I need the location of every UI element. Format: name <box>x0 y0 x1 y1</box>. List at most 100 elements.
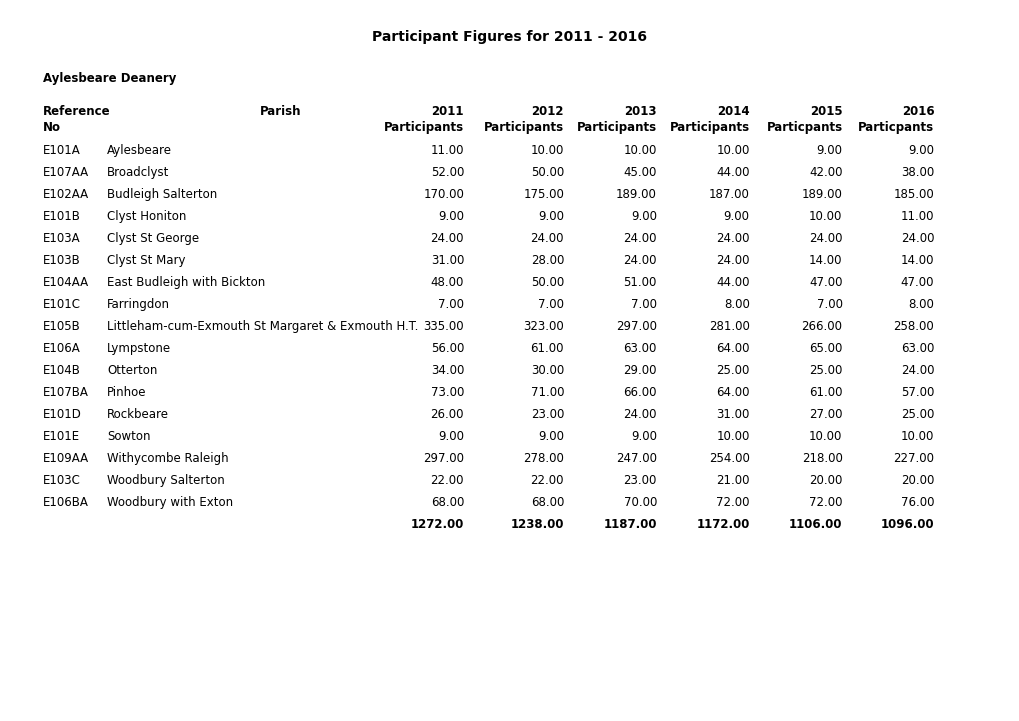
Text: 72.00: 72.00 <box>715 496 749 509</box>
Text: 34.00: 34.00 <box>430 364 464 377</box>
Text: 66.00: 66.00 <box>623 386 656 399</box>
Text: 71.00: 71.00 <box>530 386 564 399</box>
Text: 10.00: 10.00 <box>530 144 564 157</box>
Text: 52.00: 52.00 <box>430 166 464 180</box>
Text: 63.00: 63.00 <box>900 342 933 355</box>
Text: 10.00: 10.00 <box>808 430 842 443</box>
Text: 258.00: 258.00 <box>893 320 933 333</box>
Text: 44.00: 44.00 <box>715 276 749 289</box>
Text: 281.00: 281.00 <box>708 320 749 333</box>
Text: 11.00: 11.00 <box>430 144 464 157</box>
Text: Clyst St Mary: Clyst St Mary <box>107 254 185 267</box>
Text: 10.00: 10.00 <box>715 430 749 443</box>
Text: 10.00: 10.00 <box>900 430 933 443</box>
Text: 68.00: 68.00 <box>530 496 564 509</box>
Text: Parish: Parish <box>260 105 301 118</box>
Text: E106BA: E106BA <box>43 496 89 509</box>
Text: E101B: E101B <box>43 211 81 224</box>
Text: 76.00: 76.00 <box>900 496 933 509</box>
Text: Lympstone: Lympstone <box>107 342 171 355</box>
Text: E109AA: E109AA <box>43 452 89 465</box>
Text: 68.00: 68.00 <box>430 496 464 509</box>
Text: 266.00: 266.00 <box>801 320 842 333</box>
Text: 9.00: 9.00 <box>538 430 564 443</box>
Text: 2016: 2016 <box>901 105 933 118</box>
Text: 63.00: 63.00 <box>623 342 656 355</box>
Text: 24.00: 24.00 <box>623 254 656 267</box>
Text: 56.00: 56.00 <box>430 342 464 355</box>
Text: E107BA: E107BA <box>43 386 89 399</box>
Text: 187.00: 187.00 <box>708 188 749 201</box>
Text: 29.00: 29.00 <box>623 364 656 377</box>
Text: 2013: 2013 <box>624 105 656 118</box>
Text: 9.00: 9.00 <box>908 144 933 157</box>
Text: 61.00: 61.00 <box>808 386 842 399</box>
Text: 24.00: 24.00 <box>623 408 656 421</box>
Text: 254.00: 254.00 <box>708 452 749 465</box>
Text: 189.00: 189.00 <box>615 188 656 201</box>
Text: E104B: E104B <box>43 364 81 377</box>
Text: 7.00: 7.00 <box>816 298 842 311</box>
Text: 10.00: 10.00 <box>808 211 842 224</box>
Text: 24.00: 24.00 <box>900 364 933 377</box>
Text: E102AA: E102AA <box>43 188 89 201</box>
Text: Broadclyst: Broadclyst <box>107 166 169 180</box>
Text: Woodbury Salterton: Woodbury Salterton <box>107 474 224 487</box>
Text: 1272.00: 1272.00 <box>411 518 464 531</box>
Text: E103B: E103B <box>43 254 81 267</box>
Text: 9.00: 9.00 <box>816 144 842 157</box>
Text: 73.00: 73.00 <box>430 386 464 399</box>
Text: 24.00: 24.00 <box>715 232 749 245</box>
Text: Clyst St George: Clyst St George <box>107 232 199 245</box>
Text: 9.00: 9.00 <box>438 211 464 224</box>
Text: 24.00: 24.00 <box>623 232 656 245</box>
Text: Aylesbeare Deanery: Aylesbeare Deanery <box>43 72 176 85</box>
Text: 23.00: 23.00 <box>623 474 656 487</box>
Text: 44.00: 44.00 <box>715 166 749 180</box>
Text: 22.00: 22.00 <box>530 474 564 487</box>
Text: 70.00: 70.00 <box>623 496 656 509</box>
Text: Participant Figures for 2011 - 2016: Participant Figures for 2011 - 2016 <box>372 30 647 44</box>
Text: E104AA: E104AA <box>43 276 89 289</box>
Text: 7.00: 7.00 <box>538 298 564 311</box>
Text: 227.00: 227.00 <box>893 452 933 465</box>
Text: 24.00: 24.00 <box>715 254 749 267</box>
Text: 47.00: 47.00 <box>900 276 933 289</box>
Text: 31.00: 31.00 <box>430 254 464 267</box>
Text: 65.00: 65.00 <box>808 342 842 355</box>
Text: 20.00: 20.00 <box>808 474 842 487</box>
Text: 175.00: 175.00 <box>523 188 564 201</box>
Text: 25.00: 25.00 <box>900 408 933 421</box>
Text: Pinhoe: Pinhoe <box>107 386 147 399</box>
Text: Participants: Participants <box>483 121 564 134</box>
Text: 10.00: 10.00 <box>623 144 656 157</box>
Text: 9.00: 9.00 <box>538 211 564 224</box>
Text: 170.00: 170.00 <box>423 188 464 201</box>
Text: 2011: 2011 <box>431 105 464 118</box>
Text: 278.00: 278.00 <box>523 452 564 465</box>
Text: Aylesbeare: Aylesbeare <box>107 144 172 157</box>
Text: 24.00: 24.00 <box>430 232 464 245</box>
Text: 2012: 2012 <box>531 105 564 118</box>
Text: 25.00: 25.00 <box>715 364 749 377</box>
Text: 323.00: 323.00 <box>523 320 564 333</box>
Text: E101A: E101A <box>43 144 81 157</box>
Text: 247.00: 247.00 <box>615 452 656 465</box>
Text: 72.00: 72.00 <box>808 496 842 509</box>
Text: 21.00: 21.00 <box>715 474 749 487</box>
Text: 22.00: 22.00 <box>430 474 464 487</box>
Text: 51.00: 51.00 <box>623 276 656 289</box>
Text: E101C: E101C <box>43 298 81 311</box>
Text: 25.00: 25.00 <box>808 364 842 377</box>
Text: 27.00: 27.00 <box>808 408 842 421</box>
Text: 31.00: 31.00 <box>715 408 749 421</box>
Text: Rockbeare: Rockbeare <box>107 408 169 421</box>
Text: 24.00: 24.00 <box>900 232 933 245</box>
Text: Particpants: Particpants <box>765 121 842 134</box>
Text: 38.00: 38.00 <box>900 166 933 180</box>
Text: 48.00: 48.00 <box>430 276 464 289</box>
Text: 30.00: 30.00 <box>530 364 564 377</box>
Text: 28.00: 28.00 <box>530 254 564 267</box>
Text: 1106.00: 1106.00 <box>789 518 842 531</box>
Text: E105B: E105B <box>43 320 81 333</box>
